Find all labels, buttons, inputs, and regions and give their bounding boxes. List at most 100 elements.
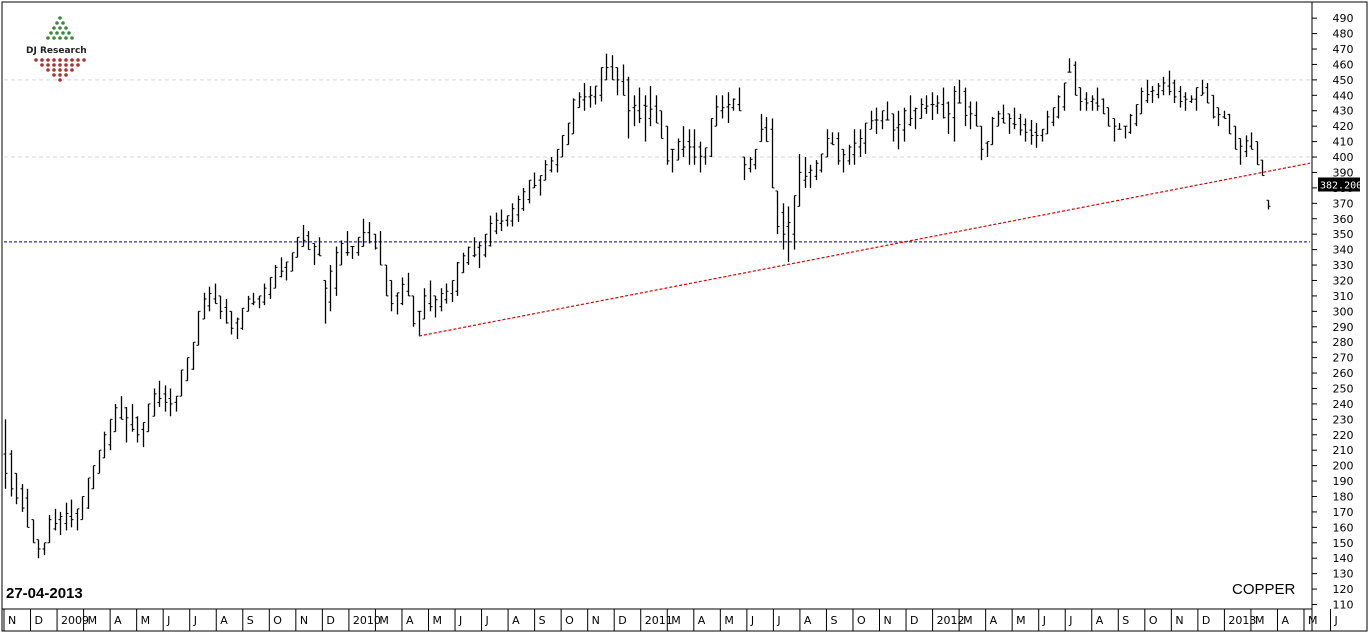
last-price-badge xyxy=(1318,177,1360,192)
ohlc-bar xyxy=(439,288,444,312)
ohlc-bar xyxy=(582,82,587,111)
x-tick-label: N xyxy=(592,614,600,627)
ohlc-bar xyxy=(803,157,808,188)
ohlc-bar xyxy=(990,116,995,146)
ohlc-bar xyxy=(930,92,935,120)
ohlc-bar xyxy=(328,265,333,312)
x-tick-label: S xyxy=(830,614,837,627)
y-tick-label: 370 xyxy=(1333,197,1354,210)
x-tick-label: O xyxy=(1149,614,1158,627)
ohlc-bar xyxy=(179,369,184,397)
ohlc-bar xyxy=(323,279,328,324)
ohlc-bar xyxy=(1001,104,1006,124)
date-label: 27-04-2013 xyxy=(6,585,83,602)
ohlc-bar xyxy=(703,147,708,165)
ohlc-bar xyxy=(1139,87,1144,115)
ohlc-bar xyxy=(1062,82,1067,111)
ohlc-bar xyxy=(367,221,372,244)
ohlc-bar xyxy=(488,215,493,247)
ohlc-bar xyxy=(538,175,543,196)
y-tick-label: 140 xyxy=(1333,552,1354,565)
ohlc-bar xyxy=(483,233,488,258)
y-tick-label: 190 xyxy=(1333,475,1354,488)
y-tick-label: 160 xyxy=(1333,521,1354,534)
ohlc-bar xyxy=(339,240,344,266)
ohlc-bar xyxy=(665,125,670,165)
ohlc-bar xyxy=(643,95,648,142)
x-tick-label: M xyxy=(379,614,389,627)
ohlc-bar xyxy=(543,160,548,181)
ohlc-bar xyxy=(14,472,19,505)
ohlc-bar xyxy=(1183,92,1188,111)
x-tick-label: 2010 xyxy=(353,614,381,627)
y-tick-label: 260 xyxy=(1333,367,1354,380)
ohlc-bar xyxy=(1112,117,1117,142)
ohlc-bar xyxy=(775,190,780,235)
ohlc-bar xyxy=(246,295,251,312)
y-axis: 110 120 130 140 150 160 170 180 190 200 210 220 230 2… xyxy=(1312,12,1354,612)
ohlc-bar xyxy=(466,246,471,266)
y-tick-label: 450 xyxy=(1333,74,1354,87)
y-tick-label: 110 xyxy=(1333,599,1354,612)
ohlc-bar xyxy=(974,101,979,127)
ohlc-bar xyxy=(378,231,383,266)
y-tick-label: 420 xyxy=(1333,120,1354,133)
y-tick-label: 360 xyxy=(1333,213,1354,226)
ohlc-bar xyxy=(957,79,962,104)
x-tick-label: D xyxy=(1202,614,1210,627)
ohlc-bar xyxy=(1034,123,1039,148)
ohlc-bar xyxy=(58,511,63,536)
ohlc-bar xyxy=(130,403,135,432)
ohlc-bar xyxy=(273,265,278,289)
ohlc-bar xyxy=(229,310,234,335)
ohlc-bar xyxy=(406,272,411,297)
ohlc-bar xyxy=(284,261,289,281)
ohlc-bar xyxy=(69,499,74,528)
x-tick-label: O xyxy=(273,614,282,627)
ohlc-bar xyxy=(1167,70,1172,96)
ohlc-bar xyxy=(251,292,256,306)
ohlc-bar xyxy=(659,110,664,140)
ohlc-bar xyxy=(648,86,653,127)
ohlc-bar xyxy=(1222,110,1227,119)
plot-border xyxy=(1,1,1313,610)
trendline-layer xyxy=(418,162,1311,337)
symbol-label: COPPER xyxy=(1232,581,1296,598)
y-tick-label: 120 xyxy=(1333,583,1354,596)
x-tick-label: A xyxy=(804,614,812,627)
ohlc-bar xyxy=(113,403,118,433)
x-tick-label: A xyxy=(114,614,122,627)
ohlc-bar xyxy=(102,431,107,459)
ohlc-bar xyxy=(119,396,124,420)
x-tick-label: J xyxy=(458,614,462,627)
ohlc-bar xyxy=(797,153,802,207)
ohlc-bar xyxy=(224,298,229,324)
x-tick-label: A xyxy=(1281,614,1289,627)
y-tick-label: 460 xyxy=(1333,58,1354,71)
ohlc-bar xyxy=(979,125,984,161)
ohlc-bar xyxy=(301,224,306,248)
x-tick-label: M xyxy=(88,614,98,627)
ohlc-bar xyxy=(279,257,284,278)
ohlc-bar xyxy=(47,515,52,544)
ohlc-bar xyxy=(196,310,201,346)
ohlc-bar xyxy=(472,237,477,258)
x-tick-label: M xyxy=(432,614,442,627)
y-tick-label: 250 xyxy=(1333,382,1354,395)
ohlc-bar xyxy=(781,203,786,250)
ohlc-bar xyxy=(577,92,582,109)
ohlc-bar xyxy=(814,160,819,181)
ohlc-bar xyxy=(1266,199,1271,210)
ohlc-bar xyxy=(1056,95,1061,119)
ohlc-bar xyxy=(808,164,813,188)
ohlc-bar xyxy=(1007,113,1012,134)
x-tick-label: D xyxy=(326,614,334,627)
y-tick-label: 470 xyxy=(1333,43,1354,56)
ohlc-bar xyxy=(306,231,311,251)
y-tick-label: 350 xyxy=(1333,228,1354,241)
y-tick-label: 170 xyxy=(1333,506,1354,519)
y-tick-label: 210 xyxy=(1333,444,1354,457)
ohlc-bar xyxy=(588,86,593,108)
ohlc-bar xyxy=(218,295,223,320)
ohlc-bar xyxy=(1117,123,1122,130)
